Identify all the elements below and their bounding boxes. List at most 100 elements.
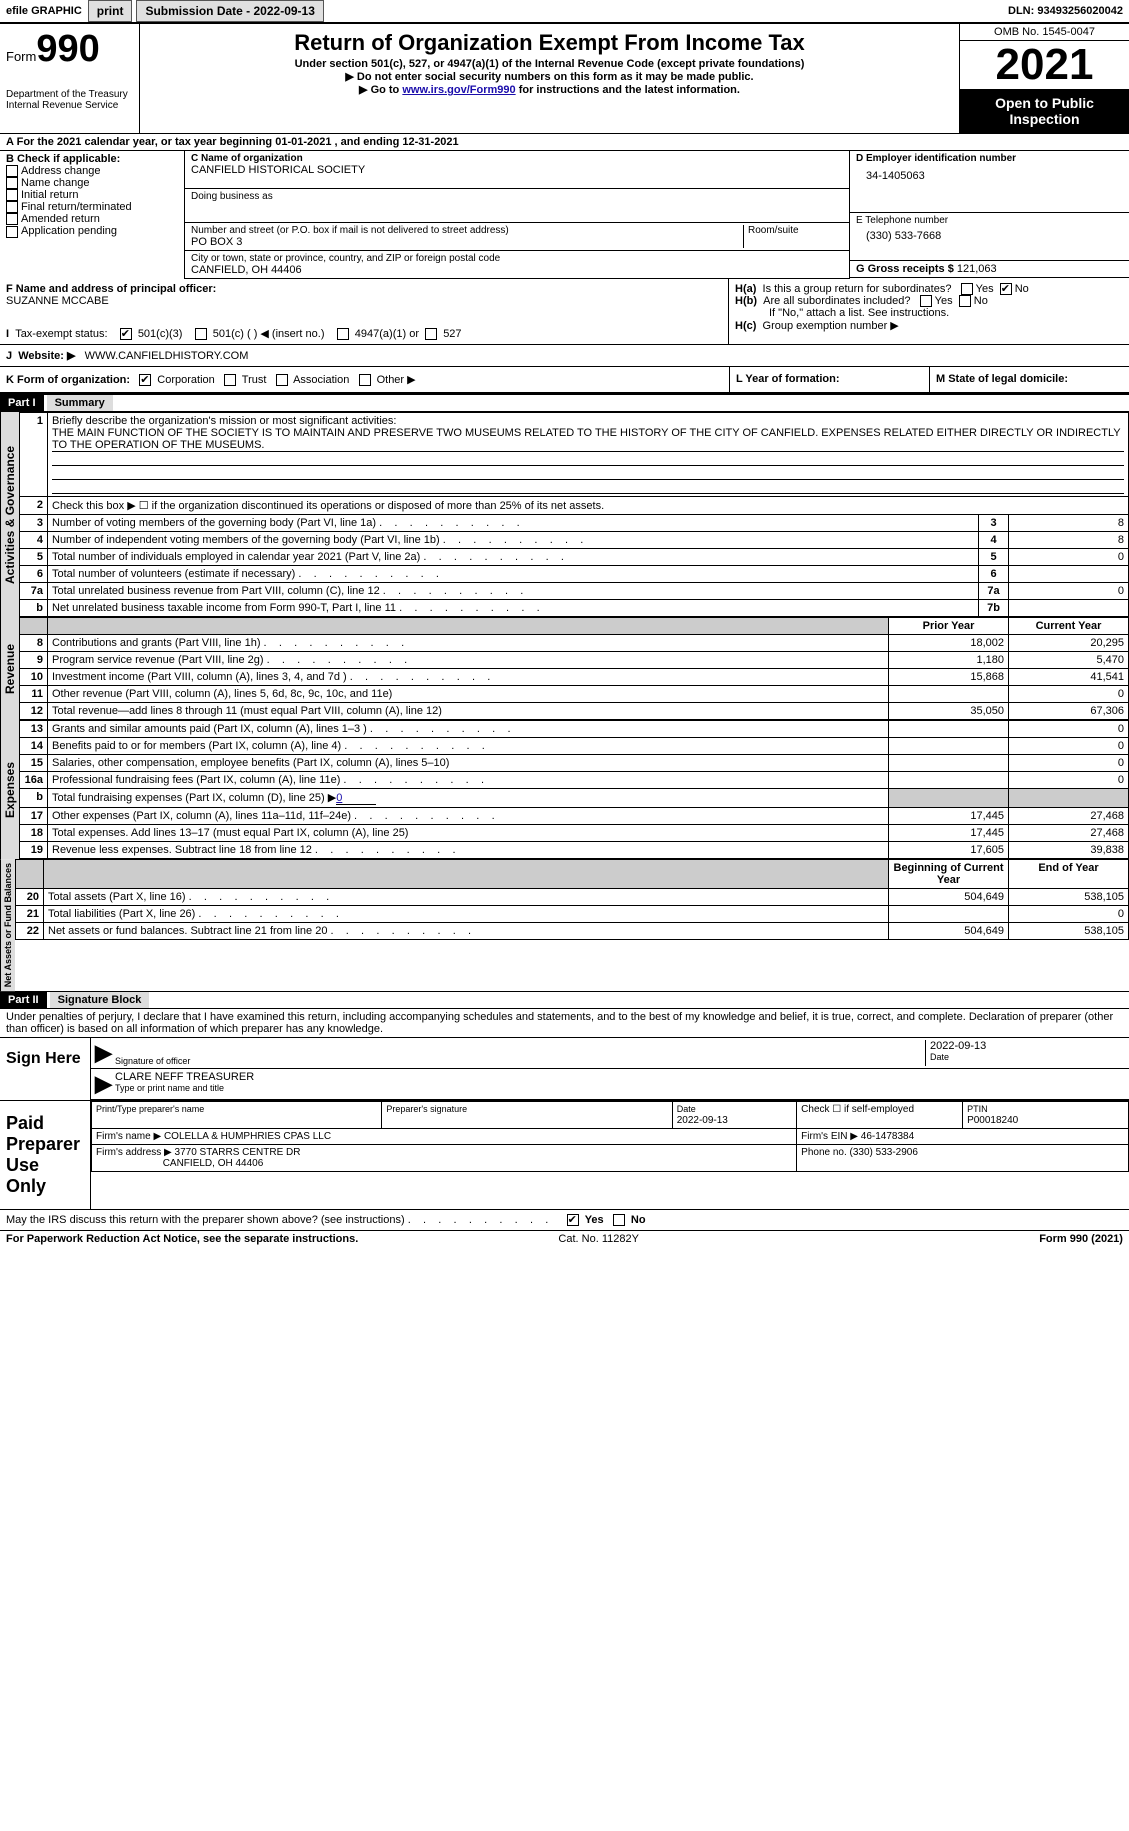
type-name-label: Type or print name and title xyxy=(115,1083,1125,1093)
irs-link[interactable]: www.irs.gov/Form990 xyxy=(402,84,515,96)
cb-ha-no[interactable] xyxy=(1000,283,1012,295)
page-footer: For Paperwork Reduction Act Notice, see … xyxy=(0,1230,1129,1247)
o-501c3: 501(c)(3) xyxy=(138,328,183,340)
header-left: Form990 Department of the Treasury Inter… xyxy=(0,24,140,133)
ssn-note: Do not enter social security numbers on … xyxy=(148,70,951,83)
l13-desc: Grants and similar amounts paid (Part IX… xyxy=(48,721,889,738)
part2-header-row: Part II Signature Block xyxy=(0,991,1129,1009)
l14-p xyxy=(889,738,1009,755)
h-c-label: Group exemption number ▶ xyxy=(763,320,899,332)
cb-501c[interactable] xyxy=(195,328,207,340)
ha-yes: Yes xyxy=(976,283,994,295)
mission-blank-1 xyxy=(52,452,1124,466)
form-header: Form990 Department of the Treasury Inter… xyxy=(0,24,1129,134)
firm-ein-cell: Firm's EIN ▶ 46-1478384 xyxy=(797,1129,1129,1145)
pra-notice: For Paperwork Reduction Act Notice, see … xyxy=(6,1233,358,1245)
cb-app-pending[interactable]: Application pending xyxy=(6,225,178,237)
part2-title: Signature Block xyxy=(50,992,150,1008)
l4-val: 8 xyxy=(1009,532,1129,549)
sig-arrow-icon: ▶ xyxy=(95,1040,115,1066)
l11-desc: Other revenue (Part VIII, column (A), li… xyxy=(48,686,889,703)
firm-addr2: CANFIELD, OH 44406 xyxy=(163,1158,264,1169)
city-value: CANFIELD, OH 44406 xyxy=(191,264,843,276)
bcy-hdr: Beginning of Current Year xyxy=(889,860,1009,889)
box-k: K Form of organization: Corporation Trus… xyxy=(0,367,729,392)
cb-final-label: Final return/terminated xyxy=(21,201,132,213)
street-value: PO BOX 3 xyxy=(191,236,743,248)
l4-box: 4 xyxy=(979,532,1009,549)
phone-label: E Telephone number xyxy=(856,215,1123,226)
cb-initial-return[interactable]: Initial return xyxy=(6,189,178,201)
l5-num: 5 xyxy=(20,549,48,566)
print-button[interactable]: print xyxy=(88,0,133,22)
l16b-desc: Total fundraising expenses (Part IX, col… xyxy=(48,789,889,808)
cb-address-change[interactable]: Address change xyxy=(6,165,178,177)
cb-hb-no[interactable] xyxy=(959,295,971,307)
l21-num: 21 xyxy=(16,906,44,923)
k-trust: Trust xyxy=(242,374,267,386)
fund-exp-link[interactable]: 0 xyxy=(336,792,376,805)
org-name-cell: C Name of organization CANFIELD HISTORIC… xyxy=(185,151,849,223)
cb-discuss-no[interactable] xyxy=(613,1214,625,1226)
l19-c: 39,838 xyxy=(1009,842,1129,859)
officer-name: SUZANNE MCCABE xyxy=(6,295,109,307)
o-501c: 501(c) ( ) ◀ (insert no.) xyxy=(213,328,325,340)
line-a-text-a: For the 2021 calendar year, or tax year … xyxy=(17,136,276,148)
cb-final-return[interactable]: Final return/terminated xyxy=(6,201,178,213)
expenses-table: 13Grants and similar amounts paid (Part … xyxy=(19,720,1129,859)
ptin-cell: PTINP00018240 xyxy=(963,1102,1129,1129)
side-net: Net Assets or Fund Balances xyxy=(0,859,15,991)
firm-phone-lbl: Phone no. xyxy=(801,1147,849,1158)
cb-hb-yes[interactable] xyxy=(920,295,932,307)
prior-year-hdr: Prior Year xyxy=(889,618,1009,635)
l15-p xyxy=(889,755,1009,772)
cb-assoc[interactable] xyxy=(276,374,288,386)
o-4947: 4947(a)(1) or xyxy=(355,328,419,340)
dln-value: 93493256020042 xyxy=(1037,5,1123,17)
sig-arrow-icon-2: ▶ xyxy=(95,1071,115,1097)
box-l: L Year of formation: xyxy=(729,367,929,392)
l18-p: 17,445 xyxy=(889,825,1009,842)
dln-label: DLN: xyxy=(1008,5,1037,17)
l14-num: 14 xyxy=(20,738,48,755)
cb-discuss-yes[interactable] xyxy=(567,1214,579,1226)
dept-label: Department of the Treasury Internal Reve… xyxy=(6,89,133,111)
discuss-text: May the IRS discuss this return with the… xyxy=(6,1214,548,1226)
header-right: OMB No. 1545-0047 2021 Open to Public In… xyxy=(959,24,1129,133)
o-527: 527 xyxy=(443,328,461,340)
efile-label: efile GRAPHIC xyxy=(0,3,88,19)
l1-num: 1 xyxy=(20,413,48,497)
l21-c: 0 xyxy=(1009,906,1129,923)
k-corp: Corporation xyxy=(157,374,214,386)
part1-body: Activities & Governance 1 Briefly descri… xyxy=(0,412,1129,617)
prep-date-lbl: Date xyxy=(677,1104,696,1114)
cb-initial-label: Initial return xyxy=(21,189,78,201)
date-label: Date xyxy=(930,1052,1125,1062)
form-subtitle: Under section 501(c), 527, or 4947(a)(1)… xyxy=(148,58,951,70)
cb-4947[interactable] xyxy=(337,328,349,340)
entity-section: B Check if applicable: Address change Na… xyxy=(0,151,1129,279)
l17-p: 17,445 xyxy=(889,808,1009,825)
officer-sig-row: ▶ Signature of officer 2022-09-13 Date xyxy=(91,1038,1129,1069)
firm-addr-cell: Firm's address ▶ 3770 STARRS CENTRE DR C… xyxy=(92,1145,797,1172)
cb-ha-yes[interactable] xyxy=(961,283,973,295)
l10-desc: Investment income (Part VIII, column (A)… xyxy=(48,669,889,686)
form-prefix: Form xyxy=(6,49,36,64)
l15-c: 0 xyxy=(1009,755,1129,772)
cb-501c3[interactable] xyxy=(120,328,132,340)
cb-corp[interactable] xyxy=(139,374,151,386)
cat-no: Cat. No. 11282Y xyxy=(558,1233,639,1245)
officer-sig-space xyxy=(115,1040,925,1056)
cb-amended[interactable]: Amended return xyxy=(6,213,178,225)
l8-num: 8 xyxy=(20,635,48,652)
klm-row: K Form of organization: Corporation Trus… xyxy=(0,367,1129,394)
mission-blank-3 xyxy=(52,480,1124,494)
cb-527[interactable] xyxy=(425,328,437,340)
sign-here-block: Sign Here ▶ Signature of officer 2022-09… xyxy=(0,1037,1129,1100)
box-c: C Name of organization CANFIELD HISTORIC… xyxy=(185,151,849,279)
cb-name-change[interactable]: Name change xyxy=(6,177,178,189)
street-label: Number and street (or P.O. box if mail i… xyxy=(191,225,743,236)
cb-trust[interactable] xyxy=(224,374,236,386)
cb-other[interactable] xyxy=(359,374,371,386)
discuss-yes: Yes xyxy=(585,1214,604,1226)
